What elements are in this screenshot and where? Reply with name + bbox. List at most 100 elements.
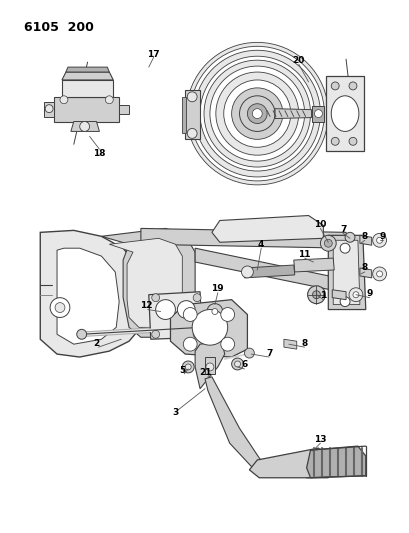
Circle shape	[209, 66, 304, 161]
Circle shape	[151, 294, 159, 302]
Text: 20: 20	[292, 55, 304, 64]
Text: 19: 19	[211, 284, 224, 293]
Polygon shape	[101, 229, 195, 337]
Circle shape	[183, 337, 197, 351]
Circle shape	[348, 82, 356, 90]
Circle shape	[330, 82, 338, 90]
Polygon shape	[249, 448, 328, 478]
Text: 7: 7	[265, 349, 272, 358]
Circle shape	[352, 292, 358, 297]
Circle shape	[312, 290, 319, 298]
Circle shape	[376, 271, 382, 277]
Circle shape	[223, 80, 290, 147]
Polygon shape	[293, 258, 333, 272]
Circle shape	[186, 42, 328, 185]
Text: 10: 10	[313, 220, 326, 229]
Text: 8: 8	[361, 232, 367, 241]
Circle shape	[204, 60, 310, 167]
Polygon shape	[328, 236, 365, 310]
Circle shape	[60, 96, 68, 104]
Text: 1: 1	[319, 291, 326, 300]
Circle shape	[182, 361, 194, 373]
Polygon shape	[62, 80, 113, 97]
Polygon shape	[333, 240, 359, 304]
Text: 4: 4	[257, 240, 264, 249]
Text: 12: 12	[139, 301, 152, 310]
Polygon shape	[109, 238, 182, 327]
Ellipse shape	[330, 96, 358, 132]
Text: 2: 2	[93, 338, 99, 348]
Circle shape	[220, 308, 234, 321]
Polygon shape	[204, 377, 267, 473]
Polygon shape	[326, 76, 363, 151]
Polygon shape	[359, 268, 371, 278]
Text: 9: 9	[378, 232, 385, 241]
Text: 8: 8	[361, 263, 367, 272]
Circle shape	[183, 308, 197, 321]
Circle shape	[307, 286, 325, 304]
Polygon shape	[185, 90, 200, 139]
Circle shape	[231, 358, 243, 370]
Polygon shape	[119, 104, 129, 114]
Polygon shape	[40, 230, 142, 357]
Polygon shape	[71, 122, 99, 132]
Circle shape	[151, 330, 159, 338]
Circle shape	[330, 138, 338, 146]
Polygon shape	[283, 339, 296, 349]
Circle shape	[79, 122, 90, 132]
Circle shape	[192, 310, 227, 345]
Circle shape	[314, 110, 321, 118]
Circle shape	[247, 104, 267, 124]
Circle shape	[252, 109, 262, 118]
Circle shape	[339, 297, 349, 306]
Circle shape	[319, 236, 335, 251]
Polygon shape	[311, 106, 324, 122]
Circle shape	[372, 233, 386, 247]
Polygon shape	[66, 67, 109, 72]
Circle shape	[348, 138, 356, 146]
Circle shape	[205, 363, 213, 371]
Polygon shape	[306, 446, 365, 478]
Circle shape	[215, 72, 298, 155]
Polygon shape	[141, 229, 347, 248]
Polygon shape	[170, 300, 247, 357]
Polygon shape	[62, 72, 113, 80]
Circle shape	[220, 337, 234, 351]
Circle shape	[105, 96, 113, 104]
Text: 18: 18	[93, 149, 106, 158]
Polygon shape	[57, 248, 119, 344]
Circle shape	[207, 304, 222, 319]
Circle shape	[193, 294, 200, 302]
Text: 6105  200: 6105 200	[25, 21, 94, 34]
Circle shape	[187, 128, 197, 139]
Polygon shape	[148, 292, 202, 339]
Circle shape	[241, 266, 253, 278]
Text: 7: 7	[339, 225, 346, 234]
Circle shape	[372, 267, 386, 281]
Polygon shape	[274, 109, 311, 118]
Circle shape	[190, 46, 324, 181]
Circle shape	[194, 50, 319, 177]
Polygon shape	[54, 97, 119, 122]
Text: 17: 17	[147, 50, 160, 59]
Circle shape	[45, 104, 53, 112]
Circle shape	[348, 288, 362, 302]
Circle shape	[211, 309, 217, 314]
Text: 3: 3	[172, 408, 178, 417]
Text: 6: 6	[241, 360, 247, 369]
Circle shape	[187, 92, 197, 102]
Text: 11: 11	[298, 249, 310, 259]
Circle shape	[50, 297, 70, 318]
Polygon shape	[204, 357, 214, 374]
Text: 13: 13	[313, 435, 326, 443]
Circle shape	[231, 88, 282, 139]
Polygon shape	[211, 215, 323, 243]
Circle shape	[193, 330, 200, 338]
Circle shape	[244, 348, 254, 358]
Circle shape	[339, 243, 349, 253]
Polygon shape	[331, 290, 345, 300]
Circle shape	[344, 232, 354, 243]
Polygon shape	[182, 97, 186, 133]
Polygon shape	[195, 341, 224, 389]
Circle shape	[76, 329, 86, 339]
